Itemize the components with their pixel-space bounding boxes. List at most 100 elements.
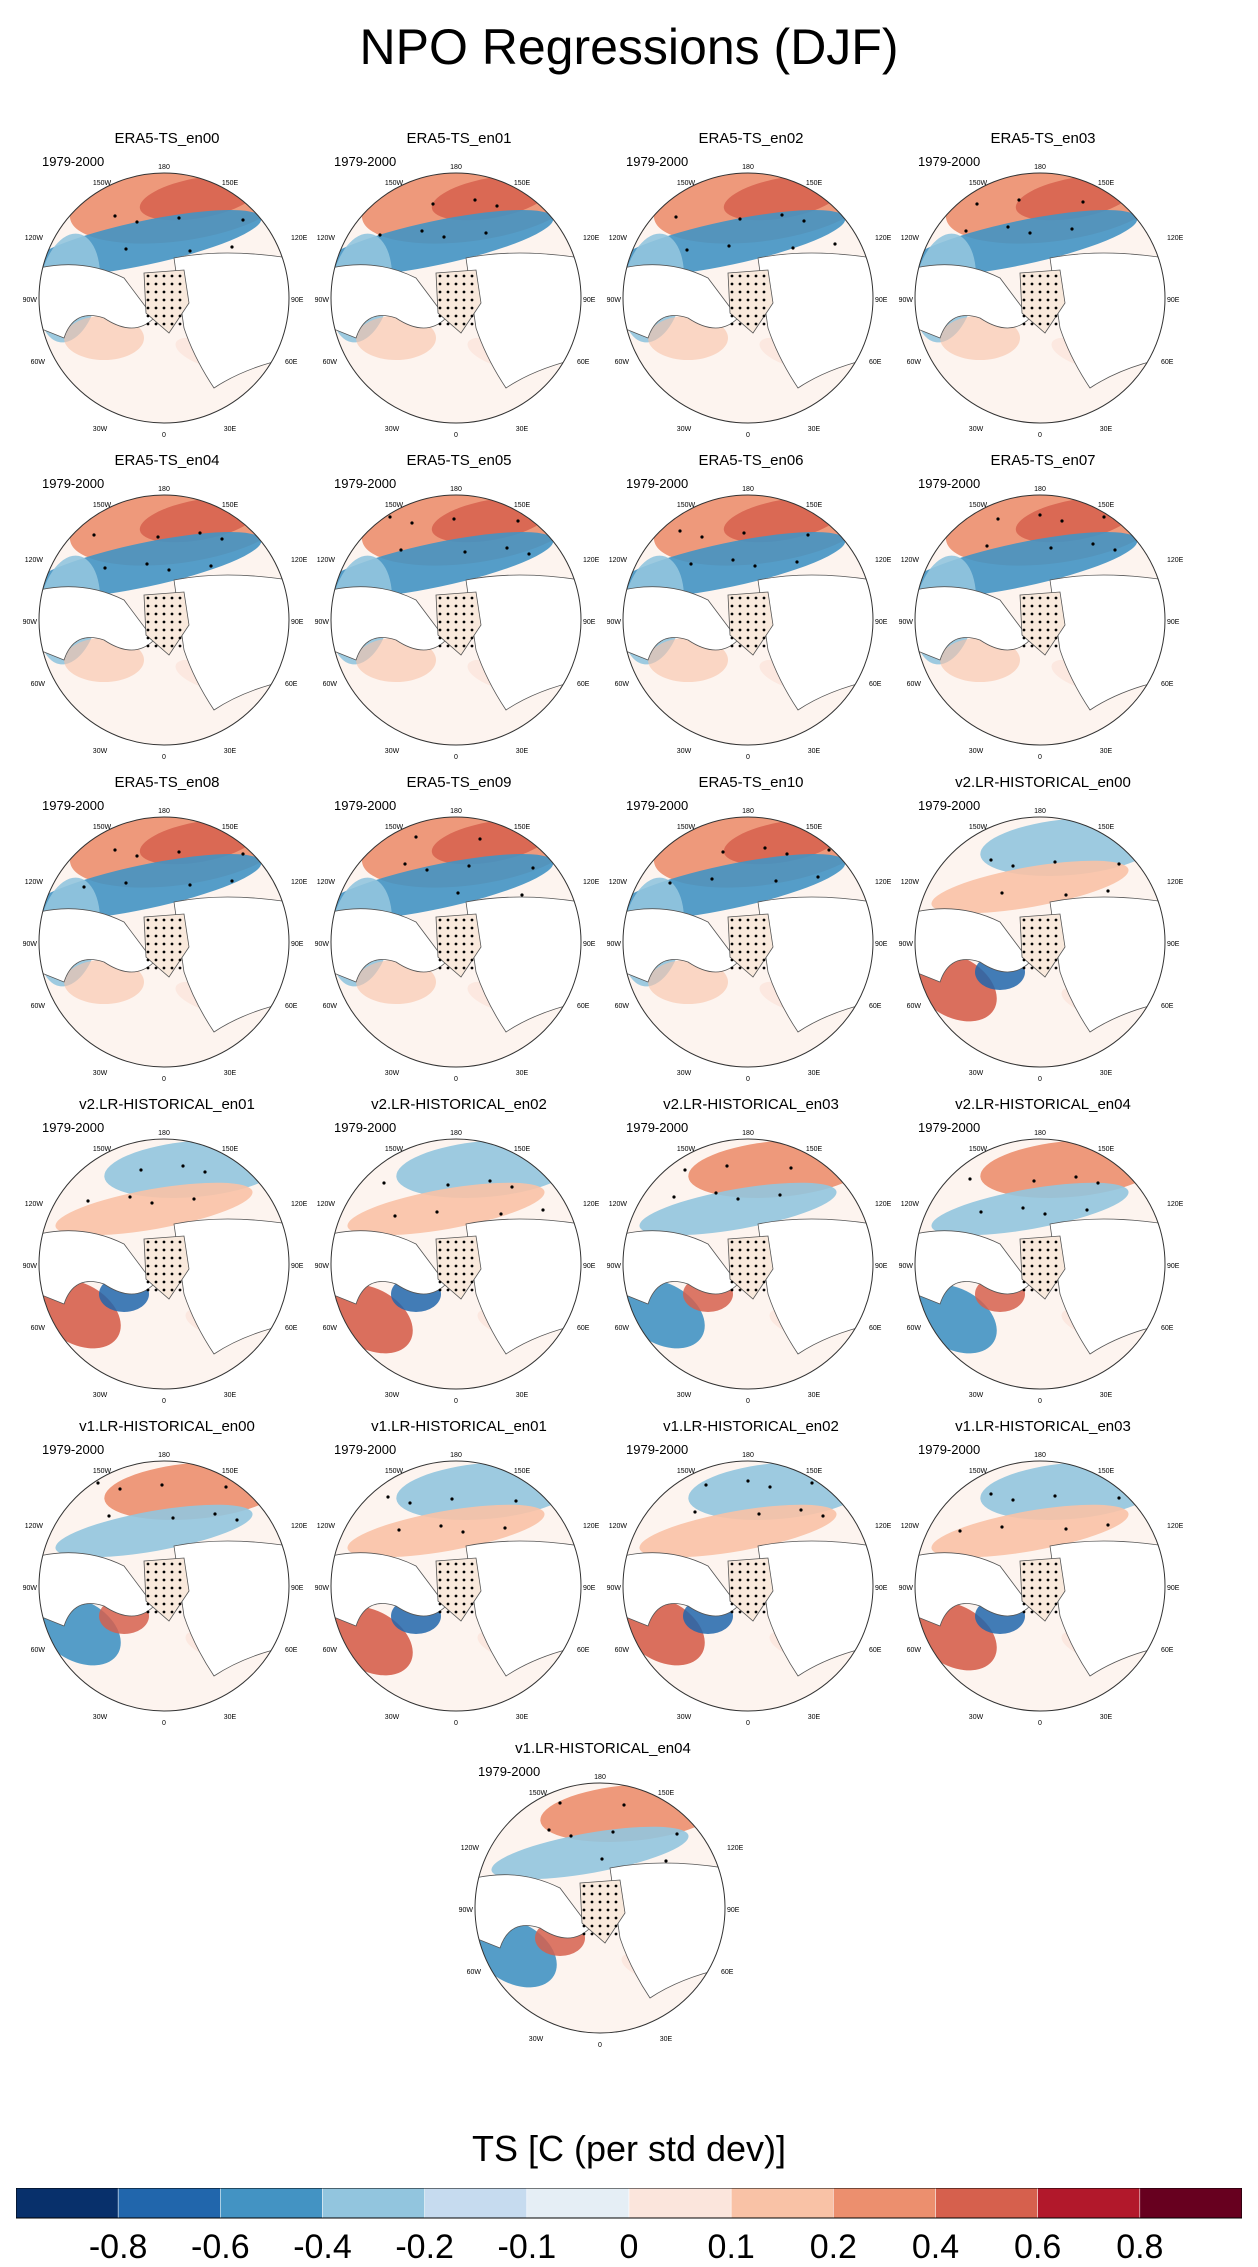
stipple-dot	[178, 950, 182, 954]
polar-map: 180 150W 150E 120W 120E 90W 90E 60W 60E 30W 30E 0	[607, 1452, 892, 1727]
stipple-dot	[462, 1594, 466, 1598]
stipple-dot	[738, 1562, 742, 1566]
stipple-dot	[762, 918, 766, 922]
stipple-dot	[1081, 200, 1085, 204]
stipple-dot	[1038, 1272, 1042, 1276]
stipple-dot	[139, 1168, 143, 1172]
stipple-dot	[220, 537, 224, 541]
longitude-label: 120E	[583, 557, 600, 564]
stipple-dot	[989, 1492, 993, 1496]
colorbar-tick-label: -0.1	[498, 2228, 557, 2266]
longitude-label: 120E	[875, 879, 892, 886]
stipple-dot	[470, 1602, 474, 1606]
stipple-dot	[82, 191, 86, 195]
stipple-dot	[746, 942, 750, 946]
map-boundary	[622, 172, 874, 424]
colorbar-tick-label: -0.6	[191, 2228, 250, 2266]
longitude-label: 30E	[808, 426, 821, 433]
stipple-dot	[738, 1288, 742, 1292]
stipple-dot	[488, 1179, 492, 1183]
stipple-dot	[146, 1570, 150, 1574]
stipple-dot	[754, 322, 758, 326]
stipple-dot	[730, 1594, 734, 1598]
stipple-dot	[452, 517, 456, 521]
longitude-label: 0	[454, 1076, 458, 1083]
longitude-label: 60E	[1161, 1647, 1174, 1654]
stipple-dot	[425, 868, 429, 872]
stipple-dot	[454, 314, 458, 318]
stipple-dot	[162, 966, 166, 970]
stipple-dot	[1022, 950, 1026, 954]
panel-period: 1979-2000	[918, 476, 981, 491]
stipple-dot	[606, 1892, 610, 1896]
stipple-dot	[454, 620, 458, 624]
longitude-label: 120W	[317, 1523, 336, 1530]
stipple-dot	[598, 1884, 602, 1888]
longitude-label: 120E	[1167, 557, 1184, 564]
stipple-dot	[754, 596, 758, 600]
stipple-dot	[746, 918, 750, 922]
stipple-dot	[558, 1801, 562, 1805]
stipple-dot	[414, 835, 418, 839]
longitude-label: 90W	[607, 297, 622, 304]
stipple-dot	[470, 1594, 474, 1598]
longitude-label: 120E	[727, 1845, 744, 1852]
stipple-dot	[446, 1594, 450, 1598]
longitude-label: 30E	[1100, 1070, 1113, 1077]
polar-map: 180 150W 150E 120W 120E 90W 90E 60W 60E 30W 30E 0	[23, 164, 308, 439]
map-panel: 180 150W 150E 120W 120E 90W 90E 60W 60E 30W 30E 0 v2…	[606, 1096, 896, 1414]
stipple-dot	[598, 1892, 602, 1896]
stipple-dot	[1054, 1594, 1058, 1598]
stipple-dot	[1030, 966, 1034, 970]
stipple-dot	[470, 1610, 474, 1614]
panel-period: 1979-2000	[626, 798, 689, 813]
map-panel: 180 150W 150E 120W 120E 90W 90E 60W 60E 30W 30E 0 v2…	[898, 774, 1188, 1092]
stipple-dot	[446, 1280, 450, 1284]
stipple-dot	[833, 242, 837, 246]
stipple-dot	[241, 218, 245, 222]
stipple-dot	[721, 850, 725, 854]
longitude-label: 0	[746, 1398, 750, 1405]
stipple-dot	[170, 314, 174, 318]
stipple-dot	[154, 1240, 158, 1244]
stipple-dot	[730, 958, 734, 962]
stipple-dot	[154, 934, 158, 938]
mid-band-anomaly	[931, 860, 1129, 914]
map-boundary	[622, 1138, 874, 1390]
stipple-dot	[1054, 306, 1058, 310]
stipple-dot	[446, 628, 450, 632]
longitude-label: 30E	[224, 1392, 237, 1399]
stipple-dot	[730, 1602, 734, 1606]
stipple-dot	[746, 314, 750, 318]
stipple-dot	[1054, 1602, 1058, 1606]
stipple-dot	[170, 1610, 174, 1614]
stipple-dot	[510, 1185, 514, 1189]
stipple-dot	[762, 1256, 766, 1260]
stipple-dot	[470, 1240, 474, 1244]
stipple-dot	[431, 202, 435, 206]
longitude-label: 30W	[93, 748, 108, 755]
longitude-label: 30W	[677, 1714, 692, 1721]
polar-map: 180 150W 150E 120W 120E 90W 90E 60W 60E 30W 30E 0	[607, 486, 892, 761]
stipple-dot	[1038, 1594, 1042, 1598]
stipple-dot	[162, 1288, 166, 1292]
stipple-dot	[730, 926, 734, 930]
stipple-dot	[446, 934, 450, 938]
stipple-dot	[1054, 1272, 1058, 1276]
stipple-dot	[462, 596, 466, 600]
longitude-label: 30E	[516, 1714, 529, 1721]
stipple-dot	[154, 298, 158, 302]
stipple-dot	[1046, 934, 1050, 938]
longitude-label: 180	[742, 1130, 754, 1137]
stipple-dot	[1030, 620, 1034, 624]
stipple-dot	[582, 1916, 586, 1920]
stipple-dot	[1046, 1562, 1050, 1566]
longitude-label: 60W	[31, 681, 46, 688]
longitude-label: 90E	[583, 619, 596, 626]
stipple-dot	[1054, 942, 1058, 946]
stipple-dot	[730, 1256, 734, 1260]
stipple-dot	[1046, 950, 1050, 954]
longitude-label: 150W	[969, 180, 988, 187]
stipple-dot	[730, 1248, 734, 1252]
stipple-dot	[162, 918, 166, 922]
